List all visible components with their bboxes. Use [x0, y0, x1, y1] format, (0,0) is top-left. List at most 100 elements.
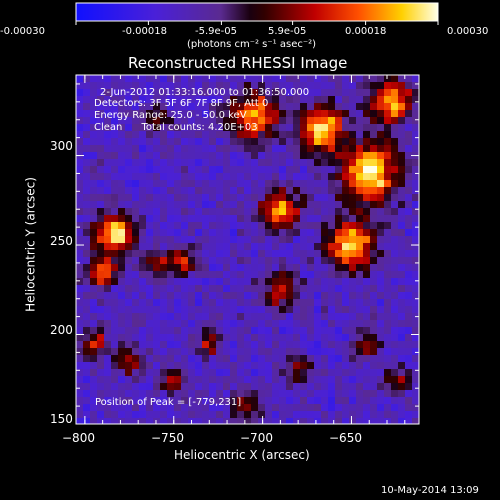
- heatmap-cell: [398, 215, 405, 222]
- heatmap-cell: [104, 334, 111, 341]
- heatmap-cell: [356, 411, 363, 418]
- heatmap-cell: [209, 166, 216, 173]
- heatmap-cell: [356, 243, 363, 250]
- heatmap-cell: [293, 250, 300, 257]
- heatmap-cell: [160, 75, 167, 82]
- heatmap-cell: [104, 89, 111, 96]
- heatmap-cell: [244, 159, 251, 166]
- heatmap-cell: [349, 145, 356, 152]
- heatmap-cell: [286, 320, 293, 327]
- heatmap-cell: [111, 173, 118, 180]
- heatmap-cell: [377, 334, 384, 341]
- heatmap-cell: [286, 103, 293, 110]
- heatmap-cell: [167, 166, 174, 173]
- heatmap-cell: [118, 194, 125, 201]
- heatmap-cell: [335, 264, 342, 271]
- heatmap-cell: [244, 306, 251, 313]
- heatmap-cell: [321, 390, 328, 397]
- heatmap-cell: [139, 145, 146, 152]
- heatmap-cell: [202, 285, 209, 292]
- heatmap-cell: [398, 404, 405, 411]
- heatmap-cell: [405, 236, 412, 243]
- heatmap-cell: [265, 103, 272, 110]
- heatmap-cell: [258, 320, 265, 327]
- heatmap-cell: [90, 194, 97, 201]
- heatmap-cell: [293, 166, 300, 173]
- heatmap-cell: [251, 397, 258, 404]
- heatmap-cell: [132, 313, 139, 320]
- heatmap-cell: [181, 418, 188, 424]
- heatmap-cell: [398, 390, 405, 397]
- heatmap-cell: [104, 208, 111, 215]
- heatmap-cell: [321, 362, 328, 369]
- heatmap-cell: [328, 404, 335, 411]
- heatmap-cell: [181, 327, 188, 334]
- heatmap-cell: [286, 82, 293, 89]
- heatmap-cell: [237, 327, 244, 334]
- heatmap-cell: [230, 159, 237, 166]
- heatmap-cell: [83, 383, 90, 390]
- heatmap-cell: [398, 306, 405, 313]
- heatmap-cell: [349, 362, 356, 369]
- heatmap-cell: [398, 194, 405, 201]
- heatmap-cell: [153, 313, 160, 320]
- heatmap-cell: [391, 278, 398, 285]
- heatmap-cell: [384, 397, 391, 404]
- heatmap-cell: [286, 264, 293, 271]
- heatmap-cell: [342, 341, 349, 348]
- heatmap-cell: [244, 376, 251, 383]
- heatmap-cell: [160, 341, 167, 348]
- heatmap-cell: [167, 250, 174, 257]
- heatmap-cell: [321, 250, 328, 257]
- heatmap-cell: [321, 89, 328, 96]
- heatmap-cell: [188, 264, 195, 271]
- heatmap-cell: [272, 208, 279, 215]
- heatmap-cell: [216, 159, 223, 166]
- heatmap-cell: [181, 236, 188, 243]
- heatmap-cell: [76, 355, 83, 362]
- heatmap-cell: [314, 397, 321, 404]
- heatmap-cell: [237, 278, 244, 285]
- heatmap-cell: [174, 89, 181, 96]
- heatmap-cell: [244, 222, 251, 229]
- heatmap-cell: [363, 180, 370, 187]
- heatmap-cell: [195, 341, 202, 348]
- heatmap-cell: [146, 341, 153, 348]
- heatmap-cell: [307, 194, 314, 201]
- heatmap-cell: [377, 264, 384, 271]
- heatmap-cell: [188, 278, 195, 285]
- heatmap-cell: [139, 131, 146, 138]
- heatmap-cell: [279, 82, 286, 89]
- heatmap-cell: [335, 278, 342, 285]
- heatmap-cell: [293, 236, 300, 243]
- heatmap-cell: [216, 313, 223, 320]
- heatmap-cell: [377, 180, 384, 187]
- heatmap-cell: [230, 103, 237, 110]
- heatmap-cell: [314, 418, 321, 424]
- heatmap-cell: [188, 180, 195, 187]
- heatmap-cell: [293, 376, 300, 383]
- heatmap-cell: [244, 313, 251, 320]
- heatmap-cell: [223, 299, 230, 306]
- heatmap-cell: [272, 369, 279, 376]
- heatmap-cell: [230, 208, 237, 215]
- heatmap-cell: [286, 376, 293, 383]
- heatmap-cell: [139, 292, 146, 299]
- heatmap-cell: [307, 278, 314, 285]
- heatmap-cell: [279, 418, 286, 424]
- heatmap-cell: [90, 285, 97, 292]
- heatmap-cell: [76, 362, 83, 369]
- heatmap-cell: [321, 313, 328, 320]
- heatmap-cell: [265, 383, 272, 390]
- heatmap-cell: [342, 362, 349, 369]
- heatmap-cell: [237, 404, 244, 411]
- heatmap-cell: [412, 299, 419, 306]
- heatmap-cell: [111, 131, 118, 138]
- heatmap-cell: [181, 264, 188, 271]
- heatmap-cell: [349, 313, 356, 320]
- heatmap-cell: [244, 110, 251, 117]
- heatmap-cell: [265, 187, 272, 194]
- heatmap-cell: [293, 327, 300, 334]
- heatmap-cell: [300, 404, 307, 411]
- heatmap-cell: [405, 145, 412, 152]
